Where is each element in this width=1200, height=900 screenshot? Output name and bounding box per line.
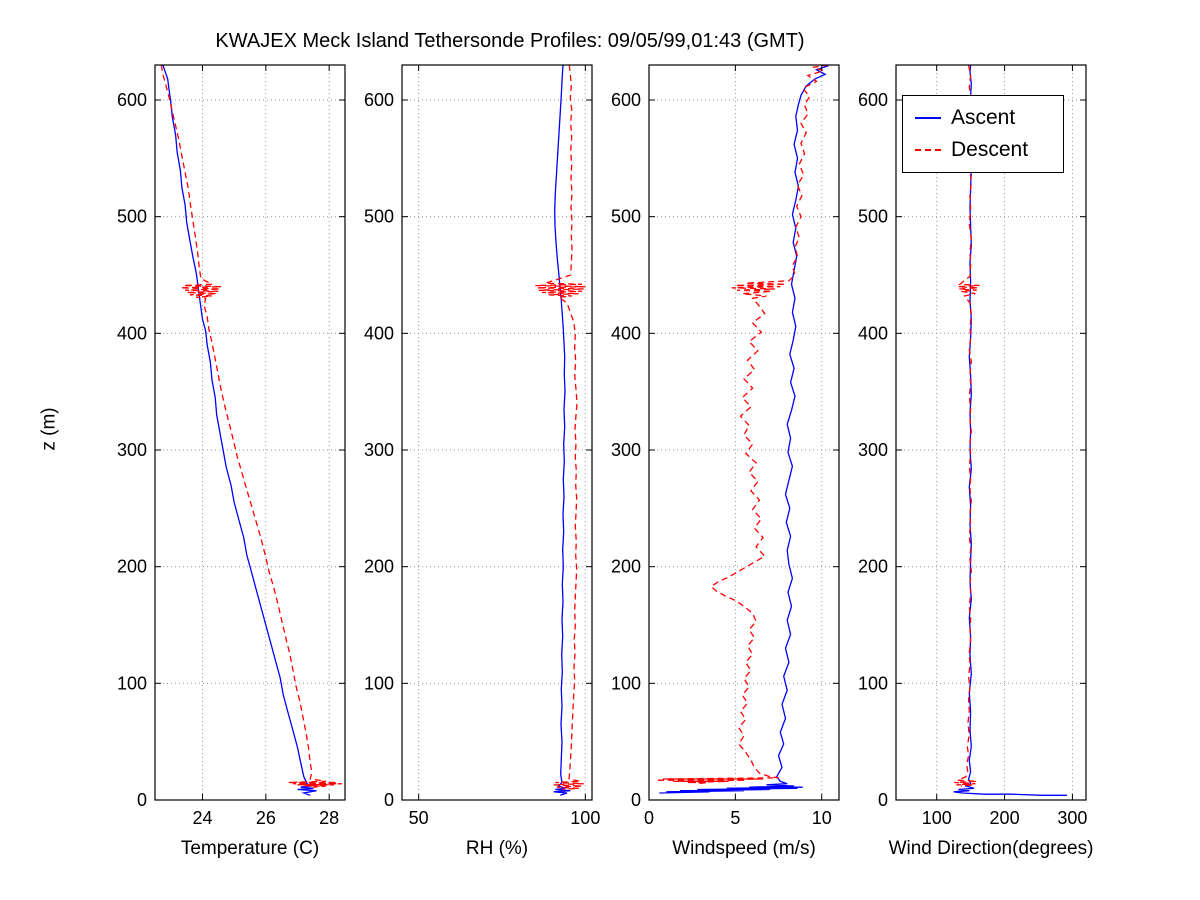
y-tick-label: 400	[611, 323, 641, 343]
y-tick-label: 100	[364, 673, 394, 693]
y-tick-label: 200	[117, 557, 147, 577]
y-tick-label: 400	[858, 323, 888, 343]
legend-label-descent: Descent	[951, 138, 1029, 161]
y-axis-label: z (m)	[38, 407, 60, 451]
y-tick-label: 500	[364, 207, 394, 227]
y-tick-label: 300	[364, 440, 394, 460]
y-tick-label: 200	[611, 557, 641, 577]
descent-profile-line	[655, 64, 829, 785]
axis-box	[401, 64, 593, 801]
legend-label-ascent: Ascent	[951, 106, 1016, 129]
y-tick-label: 400	[117, 323, 147, 343]
ascent-profile-line	[659, 64, 830, 794]
descent-profile-line	[954, 64, 980, 787]
y-tick-label: 600	[364, 90, 394, 110]
y-tick-label: 500	[858, 207, 888, 227]
y-tick-label: 200	[858, 557, 888, 577]
x-tick-label: 100	[570, 808, 600, 828]
y-tick-label: 0	[384, 790, 394, 810]
x-tick-label: 300	[1057, 808, 1087, 828]
y-tick-label: 0	[631, 790, 641, 810]
wind-direction-panel: 100 200 300 0 100 200 300 400 500 600	[858, 64, 1087, 828]
y-tick-label: 100	[858, 673, 888, 693]
x-tick-label: 5	[730, 808, 740, 828]
x-tick-label: 200	[990, 808, 1020, 828]
x-tick-label: 10	[812, 808, 832, 828]
rh-panel: 50 100 0 100 200 300 400 500 600	[364, 64, 600, 828]
axis-box	[895, 64, 1087, 801]
ascent-profile-line	[553, 64, 571, 796]
x-tick-label: 50	[409, 808, 429, 828]
y-tick-label: 600	[858, 90, 888, 110]
ascent-profile-line	[953, 64, 1067, 796]
legend-box: Ascent Descent	[902, 95, 1064, 173]
legend-item-descent: Descent	[903, 134, 1063, 166]
ascent-line-sample-icon	[915, 117, 941, 119]
y-tick-label: 500	[117, 207, 147, 227]
x-tick-label: 0	[644, 808, 654, 828]
descent-profile-line	[160, 64, 342, 788]
x-axis-label-wind-direction: Wind Direction(degrees)	[888, 838, 1094, 859]
x-axis-label-rh: RH (%)	[465, 838, 529, 859]
y-tick-label: 400	[364, 323, 394, 343]
x-tick-label: 100	[922, 808, 952, 828]
y-tick-label: 500	[611, 207, 641, 227]
axis-box	[154, 64, 346, 801]
x-axis-label-windspeed: Windspeed (m/s)	[672, 838, 816, 859]
y-tick-label: 600	[611, 90, 641, 110]
y-tick-label: 300	[117, 440, 147, 460]
y-tick-label: 100	[117, 673, 147, 693]
y-tick-label: 300	[611, 440, 641, 460]
y-tick-label: 200	[364, 557, 394, 577]
x-axis-label-temperature: Temperature (C)	[180, 838, 320, 859]
y-tick-label: 0	[137, 790, 147, 810]
descent-profile-line	[535, 64, 586, 791]
x-tick-label: 28	[319, 808, 339, 828]
ascent-profile-line	[162, 64, 317, 796]
x-tick-label: 24	[192, 808, 212, 828]
figure-title: KWAJEX Meck Island Tethersonde Profiles:…	[215, 30, 805, 52]
axis-box	[648, 64, 840, 801]
y-tick-label: 300	[858, 440, 888, 460]
y-tick-label: 100	[611, 673, 641, 693]
temperature-panel: 24 26 28 0 100 200 300 400 500 600	[117, 64, 346, 828]
y-tick-label: 600	[117, 90, 147, 110]
descent-line-sample-icon	[915, 149, 941, 151]
legend-item-ascent: Ascent	[903, 102, 1063, 134]
x-tick-label: 26	[256, 808, 276, 828]
y-tick-label: 0	[878, 790, 888, 810]
